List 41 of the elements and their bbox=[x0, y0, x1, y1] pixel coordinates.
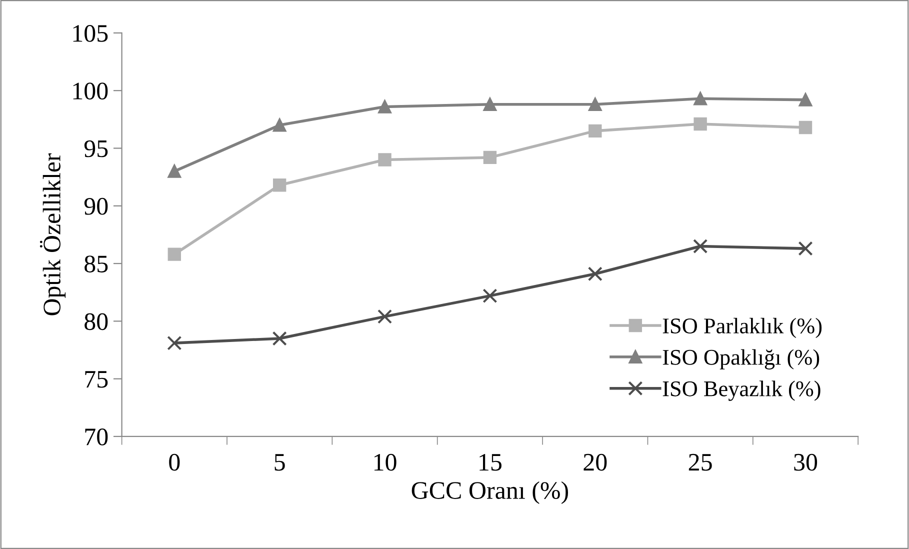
x-tick-label: 20 bbox=[584, 454, 607, 471]
y-tick-label: 95 bbox=[84, 140, 108, 158]
point bbox=[588, 98, 602, 112]
point bbox=[378, 100, 392, 114]
point bbox=[272, 178, 286, 192]
point bbox=[272, 118, 286, 132]
y-tick-label: 100 bbox=[73, 82, 108, 100]
y-tick-label: 70 bbox=[85, 428, 108, 446]
point bbox=[693, 238, 708, 254]
point bbox=[483, 150, 497, 164]
point bbox=[798, 241, 813, 256]
point bbox=[377, 309, 392, 324]
x-tick-label: 25 bbox=[688, 454, 712, 471]
point bbox=[378, 153, 392, 166]
point bbox=[483, 98, 497, 112]
point bbox=[272, 331, 287, 346]
point bbox=[694, 117, 707, 131]
x-tick-label: 0 bbox=[169, 454, 180, 471]
point bbox=[482, 288, 498, 304]
point bbox=[588, 266, 602, 282]
point bbox=[168, 248, 181, 261]
point bbox=[798, 120, 812, 134]
point bbox=[167, 336, 182, 350]
x-tick-label: 30 bbox=[794, 454, 818, 471]
x-axis-title: GCC Oranı (%) bbox=[412, 481, 568, 504]
legend-label: ISO Parlaklık (%) bbox=[662, 318, 822, 338]
point bbox=[588, 124, 602, 138]
point bbox=[798, 93, 812, 106]
y-tick-label: 90 bbox=[84, 198, 108, 215]
y-tick-label: 75 bbox=[85, 371, 108, 388]
x-tick-label: 5 bbox=[274, 454, 285, 471]
x-tick-label: 15 bbox=[480, 454, 502, 471]
legend-label: ISO Opaklığı (%) bbox=[662, 349, 820, 370]
point bbox=[694, 92, 707, 106]
y-tick-label: 85 bbox=[84, 256, 108, 272]
x-tick-label: 10 bbox=[374, 454, 396, 471]
legend-label: ISO Beyazlık (%) bbox=[662, 380, 820, 401]
point bbox=[168, 164, 181, 178]
y-tick-label: 105 bbox=[73, 24, 108, 42]
y-axis-title: Optik Özellikler bbox=[40, 153, 66, 316]
y-tick-label: 80 bbox=[84, 313, 108, 330]
